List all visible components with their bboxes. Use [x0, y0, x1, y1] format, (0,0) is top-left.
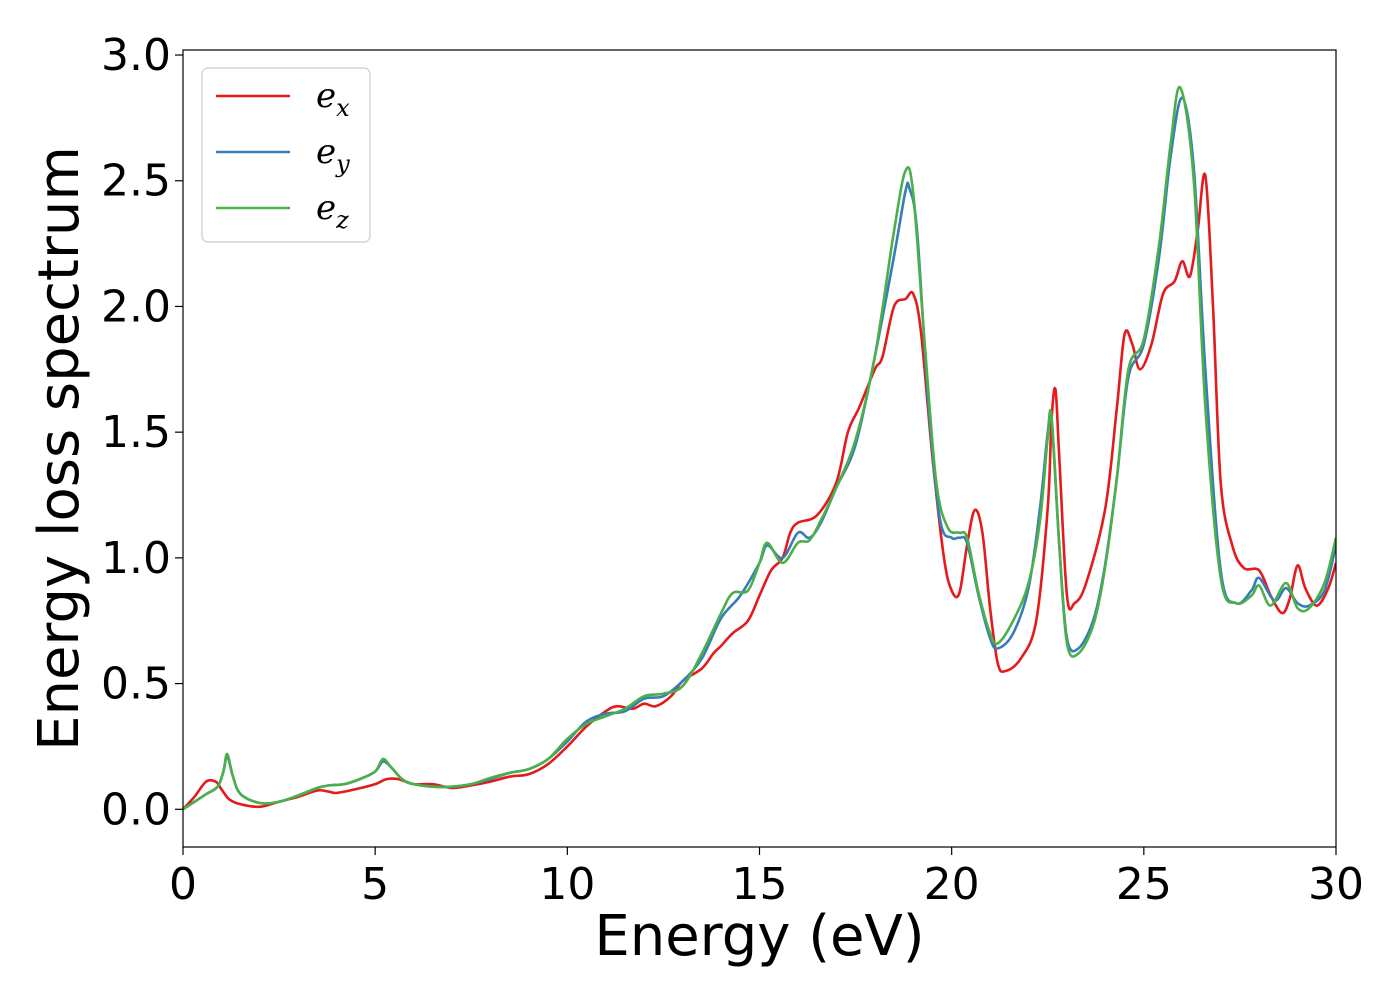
y-tick-label: 2.0	[101, 281, 171, 332]
x-tick-label: 10	[539, 859, 595, 910]
x-tick-label: 5	[361, 859, 389, 910]
legend-label: ez	[316, 188, 349, 234]
x-tick-label: 30	[1308, 859, 1364, 910]
y-tick-label: 0.0	[101, 784, 171, 835]
y-tick-label: 1.0	[101, 533, 171, 584]
plot-lines	[183, 85, 1336, 811]
y-tick-label: 3.0	[101, 30, 171, 81]
legend-box	[201, 67, 371, 243]
x-tick-label: 20	[924, 859, 980, 910]
x-tick-label: 0	[169, 859, 197, 910]
x-axis-ticks: 0 5 10 15 20 25 30	[169, 847, 1364, 910]
y-axis-ticks: 0.0 0.5 1.0 1.5 2.0 2.5 3.0	[101, 30, 183, 835]
x-axis-label: Energy (eV)	[594, 904, 924, 969]
series-line-ez	[183, 85, 1336, 811]
y-tick-label: 2.5	[101, 156, 171, 207]
x-tick-label: 15	[732, 859, 788, 910]
y-axis-label: Energy loss spectrum	[27, 146, 92, 751]
y-tick-label: 0.5	[101, 659, 171, 710]
series-line-ex	[183, 172, 1336, 811]
y-tick-label: 1.5	[101, 407, 171, 458]
x-tick-label: 25	[1116, 859, 1172, 910]
